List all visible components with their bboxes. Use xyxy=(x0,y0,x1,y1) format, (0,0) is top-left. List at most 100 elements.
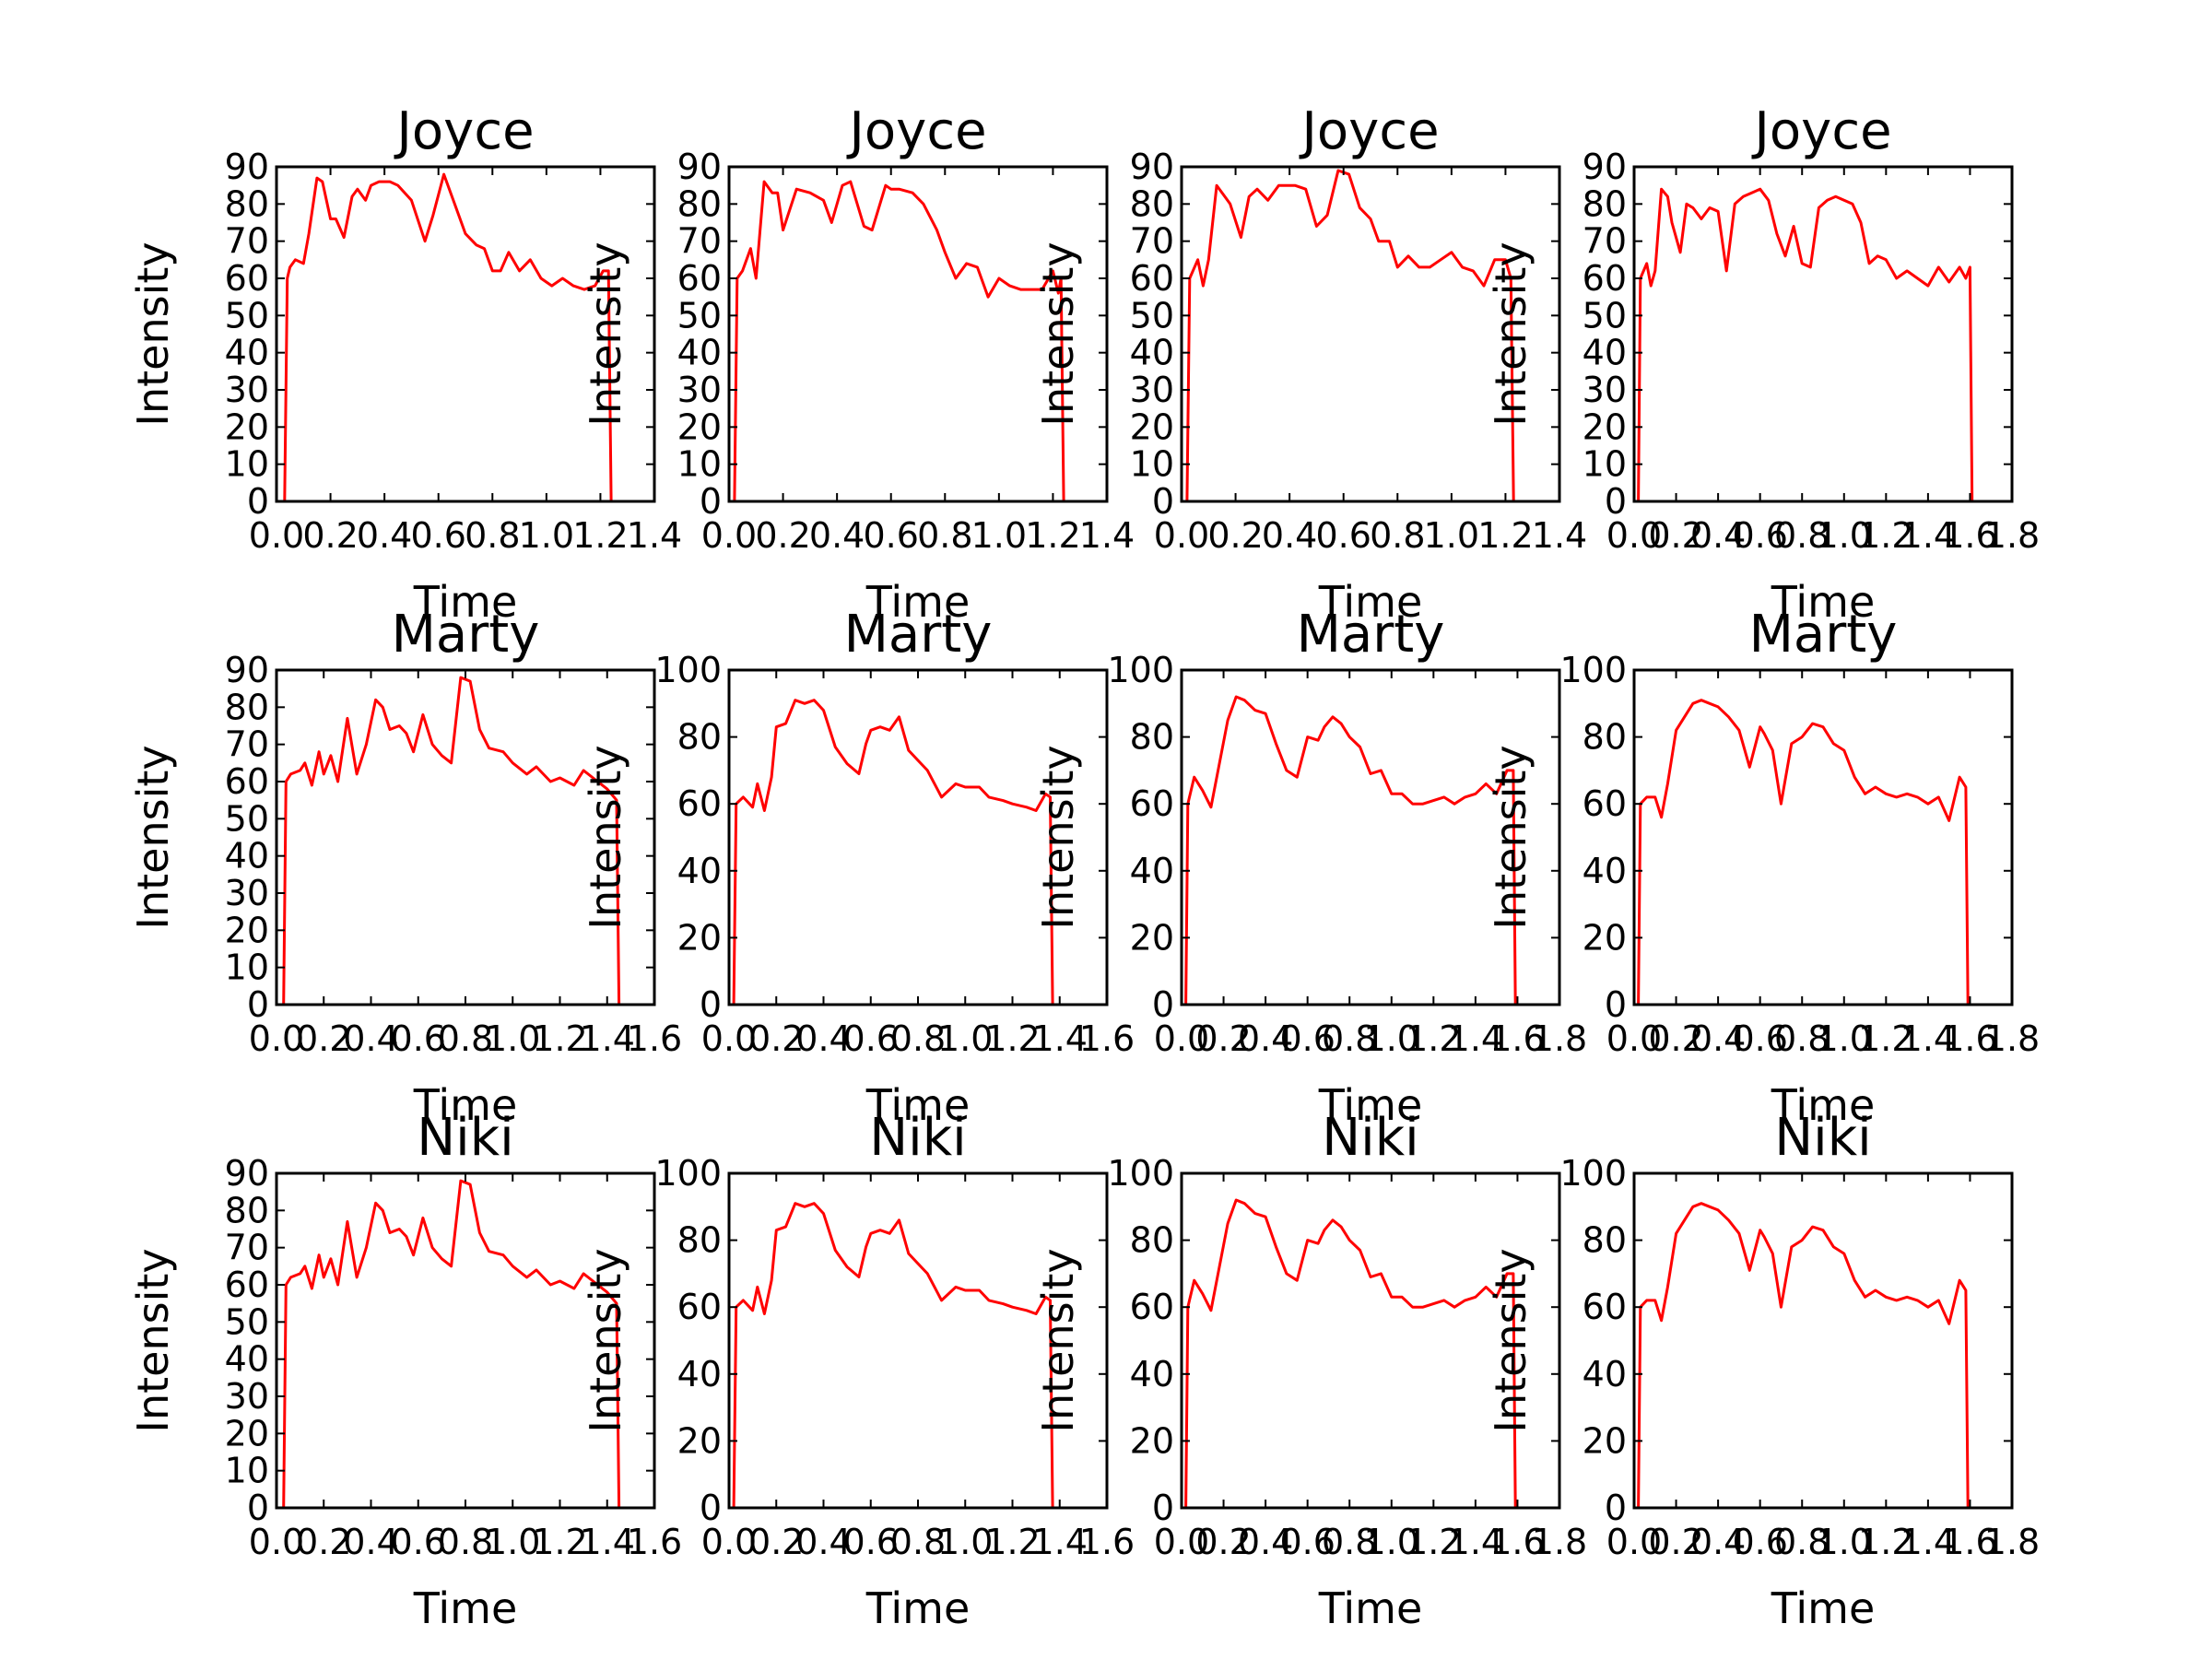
x-tick-label: 1.2 xyxy=(532,1018,587,1059)
y-tick-label: 80 xyxy=(1583,1220,1627,1261)
x-tick-label: 0.0 xyxy=(701,1522,757,1562)
x-tick-label: 1.2 xyxy=(1858,1018,1913,1059)
x-axis-label: Time xyxy=(1318,1583,1423,1633)
x-axis-label: Time xyxy=(1318,577,1423,627)
y-axis-label: Intensity xyxy=(1033,1248,1083,1432)
y-tick-label: 10 xyxy=(1130,444,1174,485)
chart-title: Marty xyxy=(844,605,993,665)
x-tick-label: 0.8 xyxy=(1774,1018,1830,1059)
y-tick-label: 60 xyxy=(1130,1287,1174,1327)
x-tick-label: 0.6 xyxy=(843,1522,899,1562)
y-tick-label: 100 xyxy=(1559,650,1627,690)
y-tick-label: 30 xyxy=(1583,370,1627,410)
x-tick-label: 1.4 xyxy=(1448,1018,1503,1059)
x-tick-label: 0.0 xyxy=(1606,1522,1662,1562)
x-axis-label: Time xyxy=(413,1080,518,1130)
y-tick-label: 20 xyxy=(1130,406,1174,447)
chart-panel-11: 0204060801000.00.20.40.60.81.01.21.41.61… xyxy=(1033,1108,1587,1633)
y-tick-label: 80 xyxy=(1130,183,1174,224)
x-tick-label: 0.6 xyxy=(1279,1018,1335,1059)
x-tick-label: 0.8 xyxy=(465,515,520,556)
x-tick-label: 1.2 xyxy=(984,1018,1040,1059)
x-axis-label: Time xyxy=(1318,1080,1423,1130)
y-tick-label: 100 xyxy=(654,1153,722,1194)
x-tick-label: 1.6 xyxy=(1079,1522,1135,1562)
series-line xyxy=(1184,695,1517,1006)
y-tick-label: 20 xyxy=(1130,1420,1174,1461)
plot-frame xyxy=(1180,165,1561,503)
y-tick-label: 100 xyxy=(1107,1153,1174,1194)
chart-panel-12: 0204060801000.00.20.40.60.81.01.21.41.61… xyxy=(1486,1108,2040,1633)
y-tick-label: 70 xyxy=(225,724,269,765)
plot-frame xyxy=(1632,1171,2014,1510)
x-tick-label: 0.2 xyxy=(1648,1522,1703,1562)
y-tick-label: 80 xyxy=(1130,717,1174,758)
y-tick-label: 0 xyxy=(247,1488,269,1528)
y-axis-label: Intensity xyxy=(581,241,630,426)
x-tick-label: 1.0 xyxy=(519,515,574,556)
x-axis-label: Time xyxy=(1771,1080,1876,1130)
y-tick-label: 50 xyxy=(225,295,269,335)
y-tick-label: 40 xyxy=(1130,851,1174,891)
y-tick-label: 0 xyxy=(1152,984,1174,1025)
x-tick-label: 0.0 xyxy=(249,1018,304,1059)
series-line xyxy=(1637,699,1970,1006)
x-tick-label: 0.4 xyxy=(357,515,412,556)
x-tick-label: 0.6 xyxy=(1732,515,1787,556)
x-axis-label: Time xyxy=(865,577,971,627)
x-tick-label: 0.6 xyxy=(391,1522,446,1562)
y-tick-label: 80 xyxy=(225,1190,269,1230)
series-line xyxy=(283,172,613,502)
series-line xyxy=(732,699,1054,1006)
y-tick-label: 30 xyxy=(225,370,269,410)
y-tick-label: 20 xyxy=(1583,1420,1627,1461)
y-tick-label: 0 xyxy=(1152,481,1174,522)
x-axis-label: Time xyxy=(865,1583,971,1633)
y-tick-label: 0 xyxy=(1605,984,1627,1025)
x-tick-label: 1.0 xyxy=(1364,1018,1419,1059)
x-tick-label: 0.8 xyxy=(1774,515,1830,556)
y-tick-label: 60 xyxy=(225,258,269,299)
y-tick-label: 70 xyxy=(1583,221,1627,262)
y-tick-label: 70 xyxy=(1130,221,1174,262)
x-tick-label: 0.8 xyxy=(1774,1522,1830,1562)
y-tick-label: 60 xyxy=(225,1265,269,1305)
y-tick-label: 70 xyxy=(677,221,722,262)
x-tick-label: 1.0 xyxy=(485,1522,540,1562)
chart-title: Niki xyxy=(869,1108,966,1168)
y-tick-label: 20 xyxy=(225,1413,269,1453)
x-tick-label: 0.6 xyxy=(843,1018,899,1059)
x-tick-label: 1.6 xyxy=(627,1522,682,1562)
y-tick-label: 60 xyxy=(1583,783,1627,824)
plot-frame xyxy=(1632,668,2014,1006)
x-tick-label: 1.2 xyxy=(1858,515,1913,556)
y-tick-label: 10 xyxy=(1583,444,1627,485)
y-axis-label: Intensity xyxy=(128,745,178,929)
y-tick-label: 0 xyxy=(247,481,269,522)
chart-title: Niki xyxy=(1774,1108,1871,1168)
chart-title: Joyce xyxy=(394,101,534,161)
x-tick-label: 1.2 xyxy=(532,1522,587,1562)
series-line xyxy=(282,676,621,1006)
y-tick-label: 20 xyxy=(225,406,269,447)
chart-title: Niki xyxy=(1322,1108,1418,1168)
y-tick-label: 30 xyxy=(225,873,269,913)
y-tick-label: 60 xyxy=(677,1287,722,1327)
y-tick-label: 100 xyxy=(1559,1153,1627,1194)
y-axis-label: Intensity xyxy=(128,1248,178,1432)
x-tick-label: 0.2 xyxy=(296,1018,351,1059)
x-tick-label: 0.2 xyxy=(302,515,358,556)
y-tick-label: 80 xyxy=(677,717,722,758)
plot-frame xyxy=(1180,668,1561,1006)
y-tick-label: 90 xyxy=(1583,147,1627,187)
x-tick-label: 0.0 xyxy=(1606,1018,1662,1059)
y-tick-label: 10 xyxy=(225,1451,269,1491)
x-tick-label: 0.6 xyxy=(1279,1522,1335,1562)
y-tick-label: 40 xyxy=(1583,851,1627,891)
y-tick-label: 0 xyxy=(1605,1488,1627,1528)
series-line xyxy=(282,1179,621,1509)
y-tick-label: 90 xyxy=(677,147,722,187)
series-line xyxy=(1184,1198,1517,1509)
